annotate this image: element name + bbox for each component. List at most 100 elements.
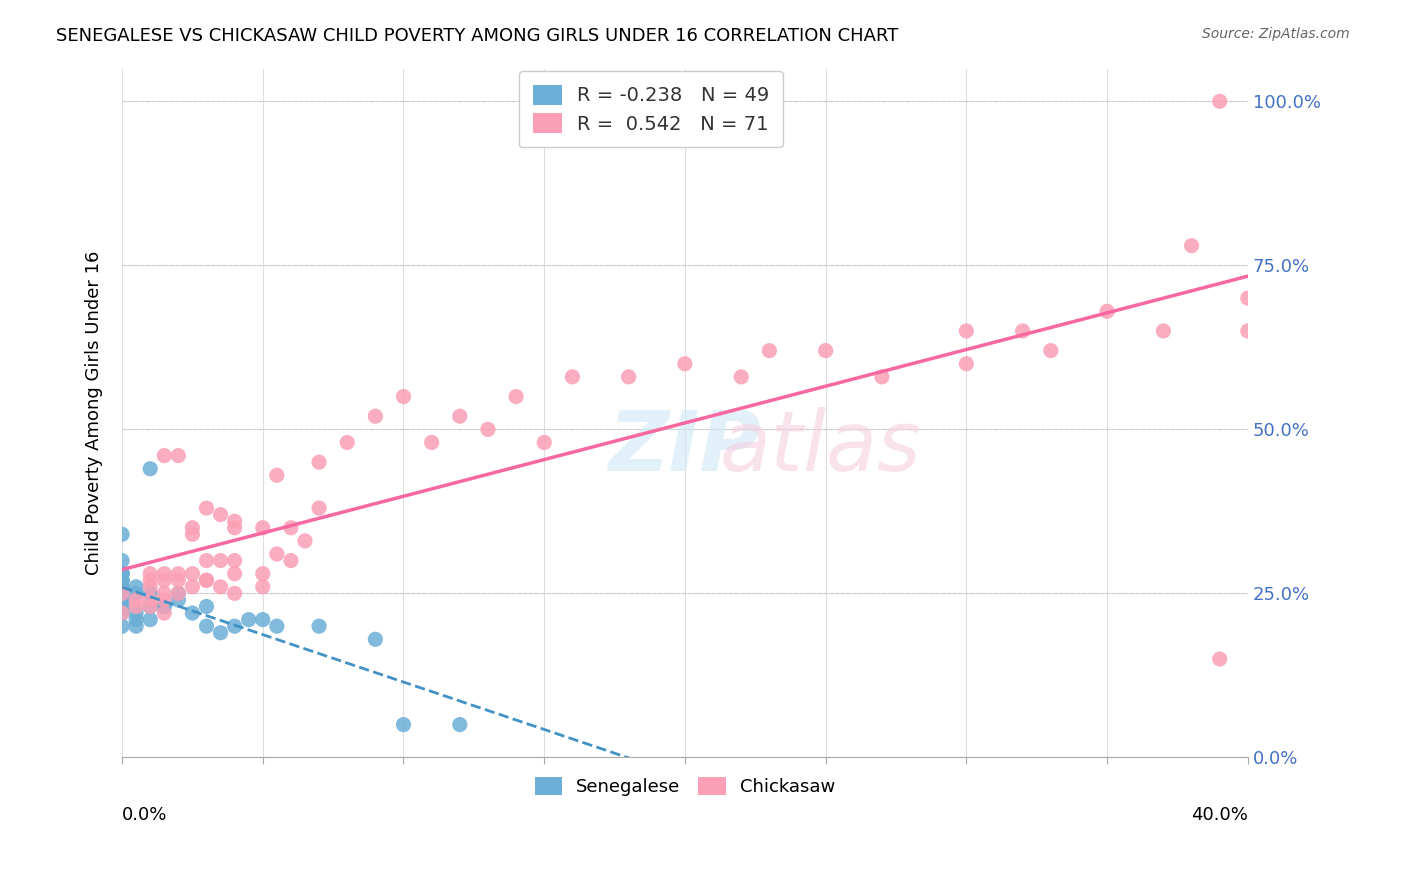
Point [449, 717, 471, 731]
Point [111, 593, 134, 607]
Point [111, 586, 134, 600]
Point [1039, 343, 1062, 358]
Point [167, 449, 190, 463]
Point [153, 449, 176, 463]
Point [153, 593, 176, 607]
Point [1237, 291, 1260, 305]
Point [955, 357, 977, 371]
Point [139, 566, 162, 581]
Point [294, 533, 316, 548]
Point [139, 599, 162, 614]
Point [139, 580, 162, 594]
Point [252, 580, 274, 594]
Point [181, 606, 204, 620]
Point [1152, 324, 1174, 338]
Point [195, 501, 218, 516]
Point [111, 586, 134, 600]
Point [125, 606, 148, 620]
Point [266, 468, 288, 483]
Point [392, 717, 415, 731]
Point [125, 599, 148, 614]
Point [111, 586, 134, 600]
Point [224, 553, 246, 567]
Point [111, 586, 134, 600]
Point [125, 580, 148, 594]
Point [125, 613, 148, 627]
Text: ZIP: ZIP [609, 407, 761, 488]
Point [111, 599, 134, 614]
Point [238, 613, 260, 627]
Point [336, 435, 359, 450]
Point [125, 593, 148, 607]
Point [111, 566, 134, 581]
Point [195, 574, 218, 588]
Point [167, 574, 190, 588]
Point [209, 625, 232, 640]
Point [224, 566, 246, 581]
Point [125, 586, 148, 600]
Point [167, 593, 190, 607]
Point [617, 370, 640, 384]
Point [153, 606, 176, 620]
Point [111, 566, 134, 581]
Point [561, 370, 583, 384]
Point [308, 619, 330, 633]
Point [111, 599, 134, 614]
Point [153, 574, 176, 588]
Point [209, 508, 232, 522]
Point [167, 566, 190, 581]
Point [139, 461, 162, 475]
Point [730, 370, 752, 384]
Text: Source: ZipAtlas.com: Source: ZipAtlas.com [1202, 27, 1350, 41]
Point [1011, 324, 1033, 338]
Point [1180, 238, 1202, 252]
Text: 0.0%: 0.0% [122, 805, 167, 823]
Point [955, 324, 977, 338]
Point [111, 606, 134, 620]
Point [1208, 652, 1230, 666]
Point [195, 553, 218, 567]
Point [308, 455, 330, 469]
Point [111, 574, 134, 588]
Point [111, 593, 134, 607]
Point [111, 586, 134, 600]
Point [111, 566, 134, 581]
Point [1095, 304, 1118, 318]
Y-axis label: Child Poverty Among Girls Under 16: Child Poverty Among Girls Under 16 [86, 251, 103, 575]
Point [111, 619, 134, 633]
Point [181, 527, 204, 541]
Point [153, 599, 176, 614]
Point [280, 553, 302, 567]
Point [420, 435, 443, 450]
Point [870, 370, 893, 384]
Point [308, 501, 330, 516]
Point [139, 586, 162, 600]
Point [224, 619, 246, 633]
Point [139, 574, 162, 588]
Point [111, 527, 134, 541]
Point [153, 599, 176, 614]
Point [224, 521, 246, 535]
Point [139, 593, 162, 607]
Point [392, 390, 415, 404]
Point [673, 357, 696, 371]
Point [181, 566, 204, 581]
Point [111, 606, 134, 620]
Point [364, 632, 387, 647]
Point [153, 566, 176, 581]
Point [814, 343, 837, 358]
Point [153, 586, 176, 600]
Point [167, 586, 190, 600]
Point [1237, 324, 1260, 338]
Point [111, 574, 134, 588]
Point [125, 619, 148, 633]
Point [111, 553, 134, 567]
Point [1208, 95, 1230, 109]
Point [266, 619, 288, 633]
Text: 40.0%: 40.0% [1191, 805, 1249, 823]
Point [111, 593, 134, 607]
Point [364, 409, 387, 424]
Point [139, 599, 162, 614]
Point [252, 566, 274, 581]
Point [209, 553, 232, 567]
